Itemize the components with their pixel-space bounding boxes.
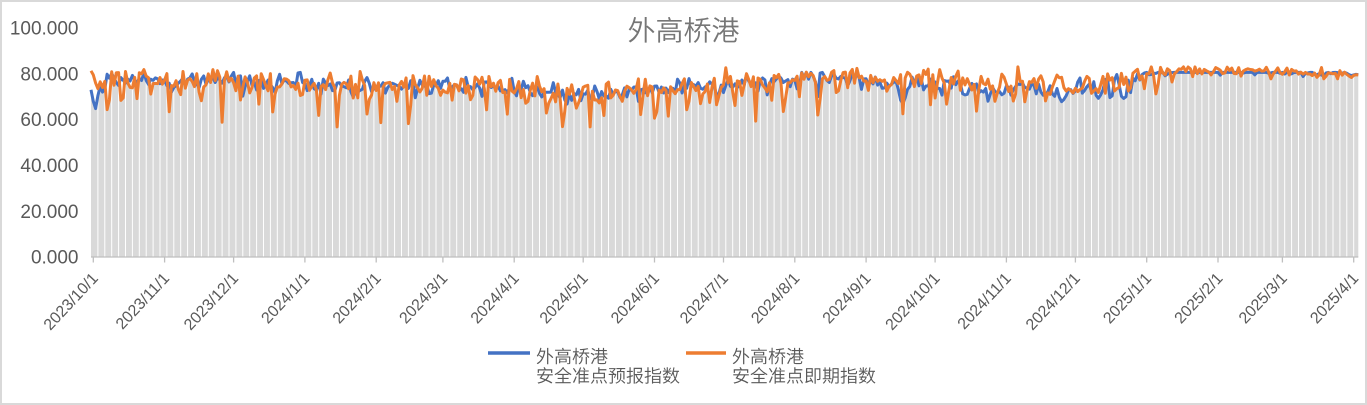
- svg-text:40.000: 40.000: [20, 156, 78, 177]
- svg-text:0.000: 0.000: [31, 248, 79, 269]
- svg-text:20.000: 20.000: [20, 202, 78, 223]
- svg-text:100.000: 100.000: [10, 19, 79, 40]
- svg-text:60.000: 60.000: [20, 110, 78, 131]
- svg-text:80.000: 80.000: [20, 64, 78, 85]
